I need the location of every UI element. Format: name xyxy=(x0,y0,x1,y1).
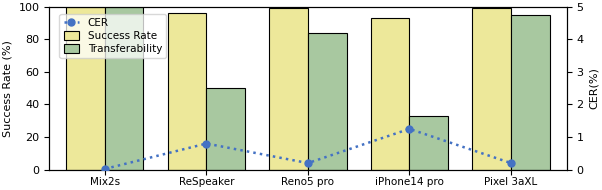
Bar xyxy=(308,33,347,170)
Y-axis label: Success Rate (%): Success Rate (%) xyxy=(3,40,13,137)
Bar xyxy=(371,18,409,170)
Bar xyxy=(409,116,448,170)
Bar xyxy=(168,13,206,170)
Bar xyxy=(66,7,105,170)
Bar xyxy=(206,88,245,170)
Legend: CER, Success Rate, Transferability: CER, Success Rate, Transferability xyxy=(60,14,166,58)
Bar xyxy=(511,15,550,170)
Y-axis label: CER(%): CER(%) xyxy=(589,67,599,109)
Bar xyxy=(105,7,143,170)
Bar xyxy=(269,8,308,170)
Bar xyxy=(473,8,511,170)
